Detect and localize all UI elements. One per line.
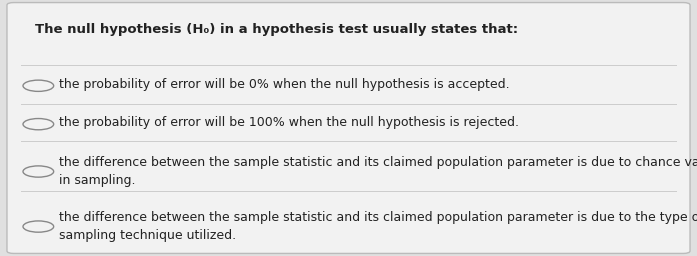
Text: the probability of error will be 0% when the null hypothesis is accepted.: the probability of error will be 0% when… xyxy=(59,78,510,91)
Text: the difference between the sample statistic and its claimed population parameter: the difference between the sample statis… xyxy=(59,211,697,242)
Text: The null hypothesis (H₀) in a hypothesis test usually states that:: The null hypothesis (H₀) in a hypothesis… xyxy=(35,23,518,36)
Text: the difference between the sample statistic and its claimed population parameter: the difference between the sample statis… xyxy=(59,156,697,187)
FancyBboxPatch shape xyxy=(7,3,690,253)
Text: the probability of error will be 100% when the null hypothesis is rejected.: the probability of error will be 100% wh… xyxy=(59,116,519,130)
